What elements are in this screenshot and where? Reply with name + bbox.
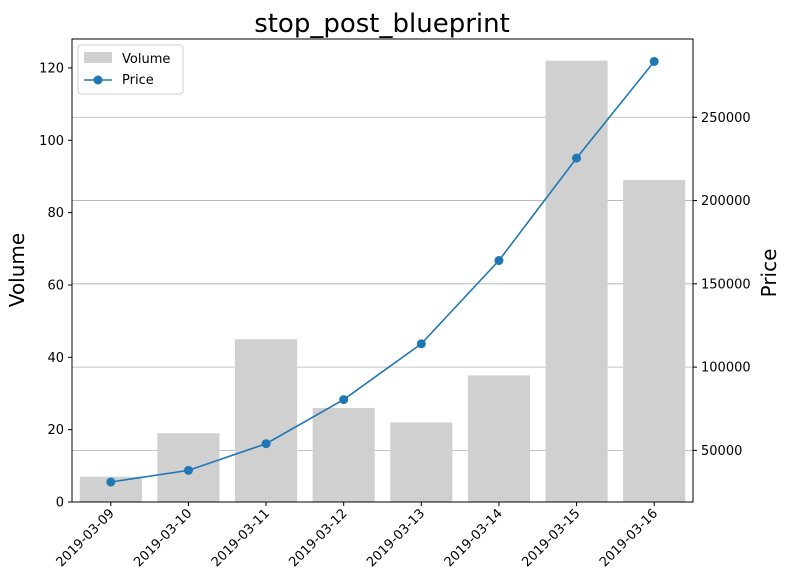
legend: Volume Price [77, 44, 184, 95]
x-tick-label-7: 2019-03-16 [597, 506, 661, 570]
legend-volume-swatch [84, 52, 112, 63]
y2-tick-label-4: 250000 [701, 111, 751, 126]
y2-tick-label-2: 150000 [701, 277, 751, 292]
price-point-7 [649, 56, 659, 66]
legend-price-marker [93, 75, 103, 85]
plot-frame [71, 38, 694, 503]
volume-bar-6 [545, 60, 608, 502]
y2-axis-title: Price [757, 249, 781, 298]
price-point-0 [106, 477, 116, 487]
x-tick-label-2: 2019-03-11 [209, 506, 273, 570]
y-tick-label-2: 40 [47, 351, 64, 366]
price-series-line [110, 60, 655, 483]
price-point-4 [416, 339, 426, 349]
y-tick-label-3: 60 [47, 278, 64, 293]
volume-bars [79, 60, 686, 502]
volume-bar-3 [312, 407, 375, 502]
chart-title: stop_post_blueprint [254, 9, 510, 39]
x-tick-label-1: 2019-03-10 [131, 506, 195, 570]
legend-volume-label: Volume [122, 52, 170, 67]
y-tick-label-4: 80 [47, 206, 64, 221]
price-line [106, 56, 659, 487]
volume-bar-2 [235, 339, 298, 502]
volume-bar-4 [390, 422, 453, 502]
x-tick-label-0: 2019-03-09 [54, 506, 118, 570]
y-tick-label-5: 100 [39, 134, 64, 149]
volume-bar-5 [467, 375, 530, 502]
volume-bar-7 [623, 180, 686, 502]
left-axis: 0 20 40 60 80 100 120 [39, 61, 72, 511]
x-tick-label-5: 2019-03-14 [442, 506, 506, 570]
y2-tick-label-1: 100000 [701, 361, 751, 376]
price-point-5 [494, 256, 504, 266]
legend-price-label: Price [122, 73, 154, 88]
y-axis-title: Volume [5, 233, 29, 307]
x-tick-label-3: 2019-03-12 [286, 506, 350, 570]
x-axis: 2019-03-09 2019-03-10 2019-03-11 2019-03-12… [54, 502, 661, 570]
y2-tick-label-0: 50000 [701, 444, 742, 459]
y2-tick-label-3: 200000 [701, 194, 751, 209]
y-tick-label-0: 0 [56, 496, 64, 511]
price-point-3 [339, 395, 349, 405]
x-tick-label-6: 2019-03-15 [519, 506, 583, 570]
x-tick-label-4: 2019-03-13 [364, 506, 428, 570]
right-axis: 50000 100000 150000 200000 250000 [693, 111, 751, 459]
y-tick-label-1: 20 [47, 423, 64, 438]
price-point-6 [572, 153, 582, 163]
price-point-2 [261, 439, 271, 449]
y-tick-label-6: 120 [39, 61, 64, 76]
price-point-1 [183, 465, 193, 475]
